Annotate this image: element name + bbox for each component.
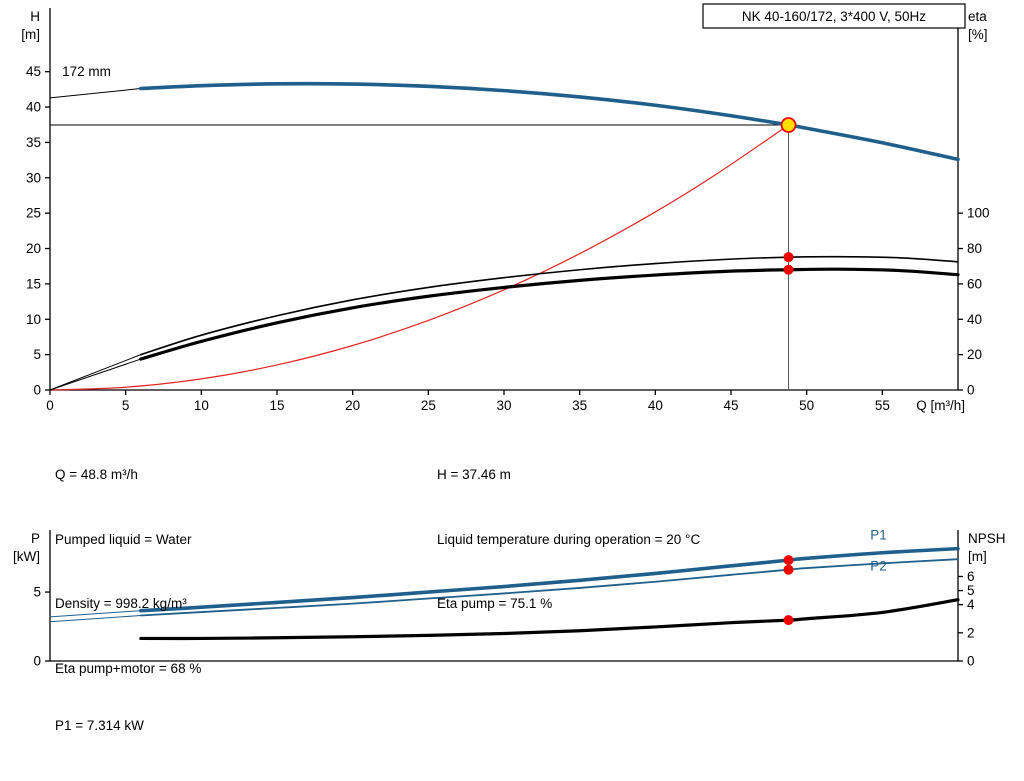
operating-point-dot [783, 564, 794, 575]
y-left-axis-label: H [30, 9, 40, 24]
label-p1: P1 [870, 528, 887, 543]
y-left-axis-label: [kW] [13, 549, 40, 564]
y-left-tick-label: 5 [33, 585, 41, 600]
info-line-density: Density = 998.2 kg/m³ [55, 596, 187, 611]
x-tick-label: 20 [345, 398, 360, 413]
info-line-eta-pump: Eta pump = 75.1 % [437, 596, 553, 611]
y-right-axis-label: NPSH [968, 531, 1006, 546]
p1-leadin [49, 610, 142, 618]
x-axis-label: Q [m³/h] [916, 398, 965, 413]
y-right-axis-label: [%] [968, 27, 988, 42]
y-left-tick-label: 15 [26, 276, 41, 291]
y-right-tick-label: 0 [967, 383, 975, 398]
pump-title-box [702, 3, 966, 29]
y-right-tick-label: 20 [967, 347, 982, 362]
operating-point-dot [783, 615, 794, 626]
y-right-tick-label: 60 [967, 276, 982, 291]
y-left-tick-label: 0 [33, 654, 41, 669]
p1-curve [139, 546, 960, 613]
y-right-axis-label: eta [968, 9, 987, 24]
y-left-tick-label: 0 [33, 383, 41, 398]
y-left-tick-label: 35 [26, 135, 41, 150]
y-left-tick-label: 10 [26, 312, 41, 327]
y-right-tick-label: 2 [967, 625, 975, 640]
info-line-pumped-liquid: Pumped liquid = Water [55, 531, 192, 547]
y-right-tick-label: 80 [967, 241, 982, 256]
power-info-block: P1 = 7.314 kW P2 = 6.621 kW NPSH = 2.9 m… [55, 672, 363, 781]
x-tick-label: 40 [648, 398, 663, 413]
label-p2: P2 [870, 559, 887, 574]
y-left-tick-label: 45 [26, 64, 41, 79]
info-line-eta-pump-motor: Eta pump+motor = 68 % [55, 660, 202, 676]
eta-pump-motor-curve [139, 267, 960, 361]
eta-pump-motor-leadin [49, 358, 142, 391]
p2-curve [139, 558, 959, 617]
info-line-liquid-temperature: Liquid temperature during operation = 20… [437, 531, 701, 547]
y-left-tick-label: 25 [26, 206, 41, 221]
x-tick-label: 10 [194, 398, 209, 413]
operating-point-dot [783, 252, 794, 263]
y-right-tick-label: 40 [967, 312, 982, 327]
duty-info-left-column: Q = 48.8 m³/h Pumped liquid = Water Dens… [55, 421, 201, 722]
info-line-head: H = 37.46 m [437, 467, 511, 482]
y-left-axis-label: [m] [21, 27, 40, 42]
y-right-tick-label: 100 [967, 206, 990, 221]
label-172mm: 172 mm [62, 64, 111, 79]
p2-leadin [49, 614, 142, 623]
x-tick-label: 5 [122, 398, 130, 413]
y-left-tick-label: 40 [26, 100, 41, 115]
operating-point-dot [783, 264, 794, 275]
x-tick-label: 15 [269, 398, 284, 413]
x-tick-label: 45 [723, 398, 738, 413]
x-tick-label: 55 [875, 398, 890, 413]
duty-info-right-column: H = 37.46 m Liquid temperature during op… [437, 421, 700, 658]
y-right-axis-label: [m] [968, 549, 987, 564]
duty-point-marker [780, 117, 797, 133]
x-tick-label: 0 [46, 398, 54, 413]
x-tick-label: 50 [799, 398, 814, 413]
pump-curve-172mm [139, 81, 960, 162]
info-line-p1: P1 = 7.314 kW [55, 718, 144, 733]
operating-point-dot [783, 555, 794, 566]
info-line-flow: Q = 48.8 m³/h [55, 467, 138, 482]
y-left-axis-label: P [31, 531, 40, 546]
y-right-tick-label: 4 [967, 597, 975, 612]
y-right-tick-label: 5 [967, 583, 975, 598]
x-tick-label: 25 [421, 398, 436, 413]
system-curve [49, 124, 790, 391]
eta-pump-curve [140, 255, 959, 356]
y-right-tick-label: 0 [967, 654, 975, 669]
y-left-tick-label: 5 [33, 347, 41, 362]
x-tick-label: 35 [572, 398, 587, 413]
pump-curve-leadin [49, 88, 142, 99]
npsh-curve [139, 598, 960, 641]
eta-pump-leadin [49, 354, 142, 391]
pump-title: NK 40-160/172, 3*400 V, 50Hz [742, 9, 926, 24]
y-left-tick-label: 20 [26, 241, 41, 256]
x-tick-label: 30 [496, 398, 511, 413]
y-left-tick-label: 30 [26, 170, 41, 185]
head-chart: 0 5 10 15 20 25 30 35 40 45 50 55 0 5 10 15 20 25 30 35 40 45… [21, 3, 990, 413]
y-right-tick-label: 6 [967, 569, 975, 584]
